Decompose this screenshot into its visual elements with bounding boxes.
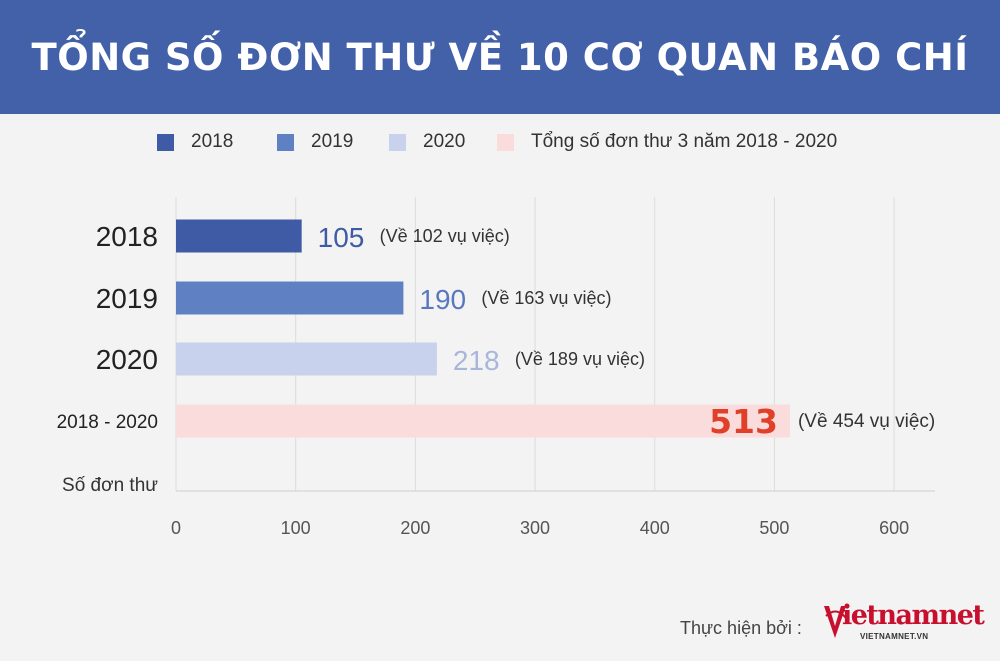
- vietnamnet-logo: ietnamnet VIETNAMNET.VN: [820, 598, 985, 646]
- legend-item-total: Tổng số đơn thư 3 năm 2018 - 2020: [497, 128, 837, 156]
- legend-swatch-total: [497, 133, 514, 151]
- logo-wordmark: ietnamnet: [842, 600, 985, 631]
- value-label-1: 190: [419, 284, 466, 315]
- axis-caption: Số đơn thư: [62, 475, 158, 496]
- x-tick-label-200: 200: [400, 518, 430, 538]
- x-tick-label-300: 300: [520, 518, 550, 538]
- header-banner: TỔNG SỐ ĐƠN THƯ VỀ 10 CƠ QUAN BÁO CHÍ: [0, 0, 1000, 114]
- value-label-2: 218: [453, 345, 500, 376]
- logo-subtext: VIETNAMNET.VN: [860, 632, 929, 641]
- legend-item-2020: 2020: [389, 128, 465, 156]
- bar-2: [176, 342, 437, 376]
- x-tick-label-0: 0: [171, 518, 181, 538]
- legend: 2018 2019 2020 Tổng số đơn thư 3 năm 201…: [0, 128, 1000, 156]
- credit-text: Thực hiện bởi :: [680, 618, 802, 638]
- annotation-label-0: (Về 102 vụ việc): [380, 226, 510, 246]
- bar-1: [176, 281, 404, 315]
- value-label-0: 105: [318, 222, 365, 253]
- bar-0: [176, 219, 302, 253]
- legend-label-2019: 2019: [311, 131, 354, 152]
- logo-v-mark-icon: [824, 606, 847, 638]
- x-tick-label-600: 600: [879, 518, 909, 538]
- chart-title: TỔNG SỐ ĐƠN THƯ VỀ 10 CƠ QUAN BÁO CHÍ: [31, 35, 969, 79]
- x-tick-label-400: 400: [640, 518, 670, 538]
- legend-swatch-2019: [277, 133, 294, 151]
- annotation-label-2: (Về 189 vụ việc): [515, 349, 645, 369]
- value-label-3: 513: [709, 402, 778, 441]
- legend-item-2019: 2019: [277, 128, 353, 156]
- legend-label-total: Tổng số đơn thư 3 năm 2018 - 2020: [531, 131, 838, 152]
- x-tick-label-100: 100: [281, 518, 311, 538]
- category-label-2: 2020: [96, 344, 158, 375]
- x-tick-label-500: 500: [759, 518, 789, 538]
- bar-3: [176, 404, 790, 438]
- annotation-label-1: (Về 163 vụ việc): [481, 288, 611, 308]
- annotation-label-3: (Về 454 vụ việc): [798, 411, 935, 432]
- legend-label-2018: 2018: [191, 131, 234, 152]
- category-label-0: 2018: [96, 221, 158, 252]
- legend-swatch-2020: [389, 133, 406, 151]
- category-label-3: 2018 - 2020: [57, 412, 158, 433]
- legend-item-2018: 2018: [157, 128, 233, 156]
- category-label-1: 2019: [96, 283, 158, 314]
- legend-swatch-2018: [157, 133, 174, 151]
- bar-chart: 0 100 200 300 400 500 600 Số đơn thư 2018 105 (Về …: [57, 197, 935, 538]
- legend-label-2020: 2020: [423, 131, 466, 152]
